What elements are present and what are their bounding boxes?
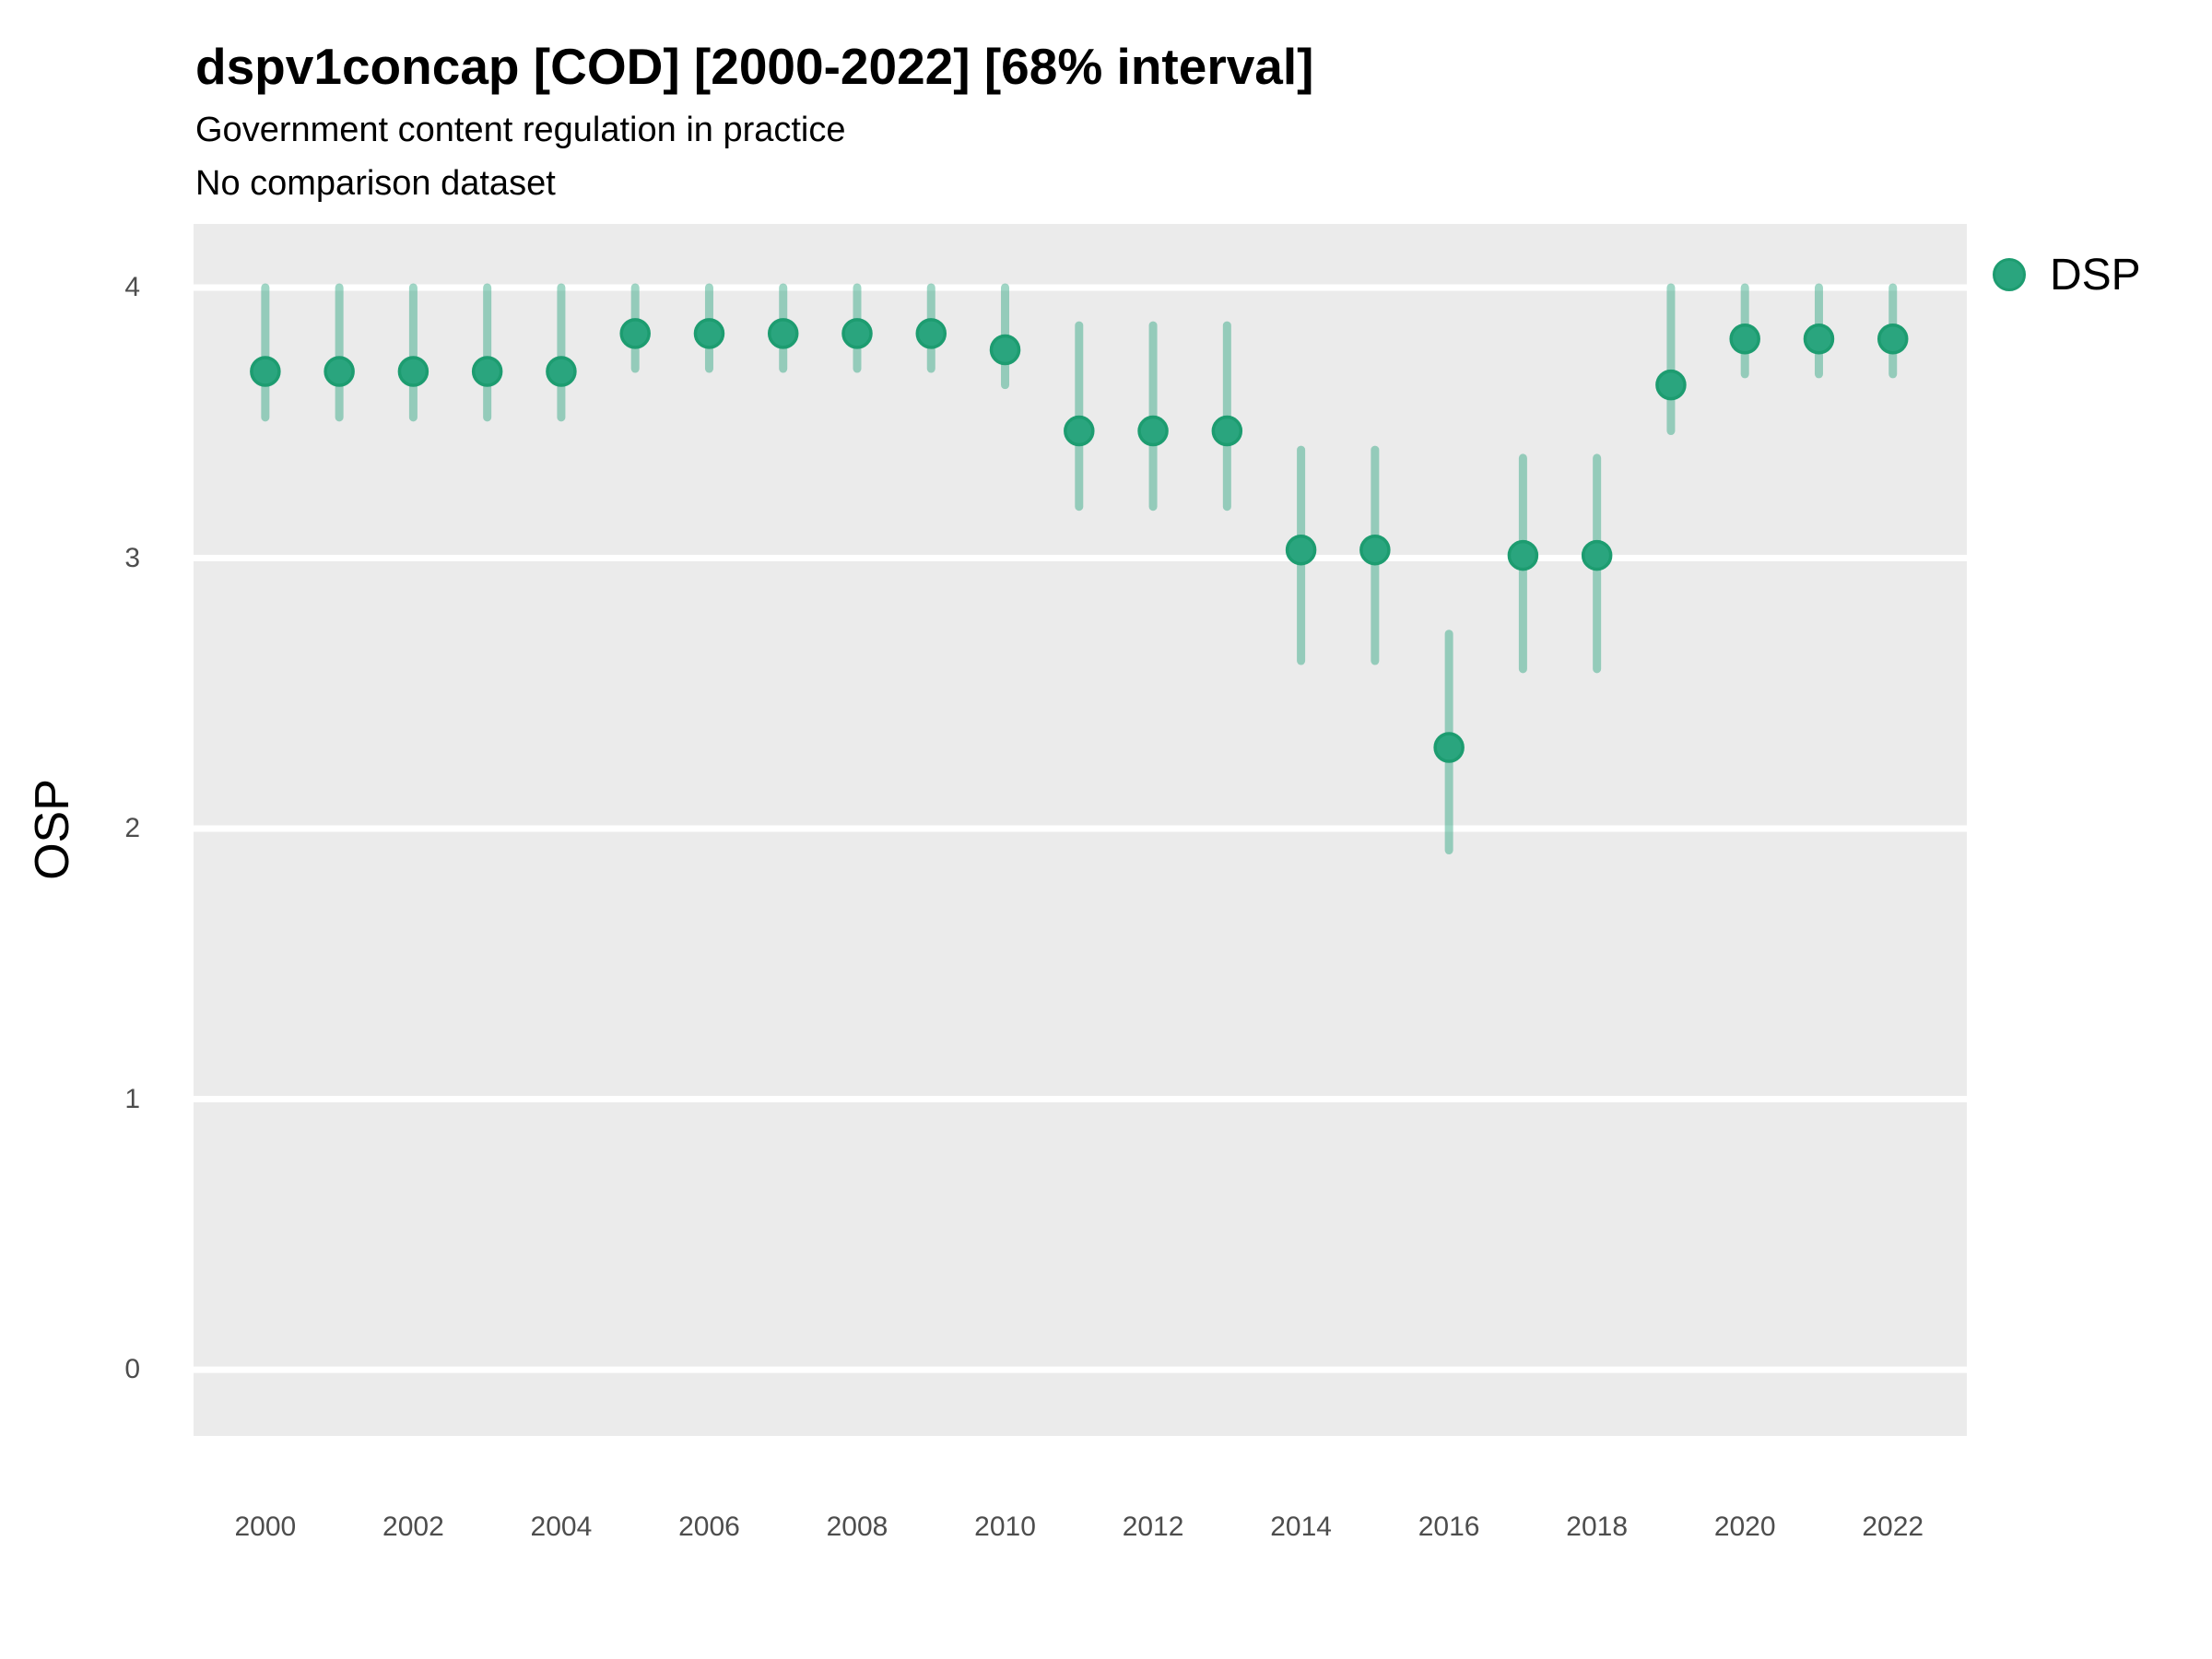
data-point-2009 bbox=[915, 318, 947, 349]
data-point-2003 bbox=[471, 356, 503, 387]
y-tick-label-1: 1 bbox=[124, 1083, 140, 1114]
legend-dsp-circle-icon bbox=[1993, 258, 2026, 291]
data-point-2016 bbox=[1433, 732, 1465, 763]
data-point-2006 bbox=[693, 318, 725, 349]
legend-label: DSP bbox=[2050, 250, 2141, 300]
data-point-2007 bbox=[767, 318, 799, 349]
y-tick-label-3: 3 bbox=[124, 542, 140, 573]
data-point-2018 bbox=[1581, 539, 1613, 571]
legend: DSP bbox=[1993, 251, 2141, 300]
y-tick-label-4: 4 bbox=[124, 271, 140, 302]
data-point-2011 bbox=[1064, 415, 1095, 447]
x-tick-label-2008: 2008 bbox=[826, 1512, 888, 1542]
data-point-2010 bbox=[989, 334, 1021, 366]
data-point-2017 bbox=[1507, 539, 1539, 571]
chart-title: dspv1concap [COD] [2000-2022] [68% inter… bbox=[195, 38, 1314, 95]
data-point-2012 bbox=[1137, 415, 1169, 447]
data-point-2008 bbox=[841, 318, 873, 349]
y-tick-label-2: 2 bbox=[124, 813, 140, 844]
x-tick-label-2014: 2014 bbox=[1270, 1512, 1332, 1542]
x-tick-label-2002: 2002 bbox=[382, 1512, 444, 1542]
x-tick-label-2020: 2020 bbox=[1713, 1512, 1776, 1542]
data-point-2013 bbox=[1211, 415, 1243, 447]
x-tick-label-2000: 2000 bbox=[234, 1512, 297, 1542]
data-point-2022 bbox=[1877, 323, 1909, 355]
x-tick-label-2012: 2012 bbox=[1122, 1512, 1184, 1542]
data-point-2020 bbox=[1729, 323, 1760, 355]
y-tick-label-0: 0 bbox=[124, 1354, 140, 1385]
chart-dataset-note: No comparison dataset bbox=[195, 164, 556, 203]
data-point-2000 bbox=[250, 356, 281, 387]
x-tick-label-2004: 2004 bbox=[530, 1512, 593, 1542]
x-tick-label-2018: 2018 bbox=[1566, 1512, 1629, 1542]
data-point-2001 bbox=[324, 356, 355, 387]
x-tick-label-2016: 2016 bbox=[1418, 1512, 1480, 1542]
data-point-2019 bbox=[1655, 369, 1687, 401]
data-point-2005 bbox=[619, 318, 651, 349]
chart-subtitle: Government content regulation in practic… bbox=[195, 111, 846, 149]
data-point-2015 bbox=[1359, 534, 1391, 566]
data-point-2004 bbox=[546, 356, 577, 387]
x-tick-label-2006: 2006 bbox=[678, 1512, 740, 1542]
x-tick-label-2010: 2010 bbox=[974, 1512, 1036, 1542]
data-point-2021 bbox=[1803, 323, 1835, 355]
data-point-2002 bbox=[397, 356, 429, 387]
data-point-2014 bbox=[1285, 534, 1317, 566]
x-tick-label-2022: 2022 bbox=[1862, 1512, 1924, 1542]
